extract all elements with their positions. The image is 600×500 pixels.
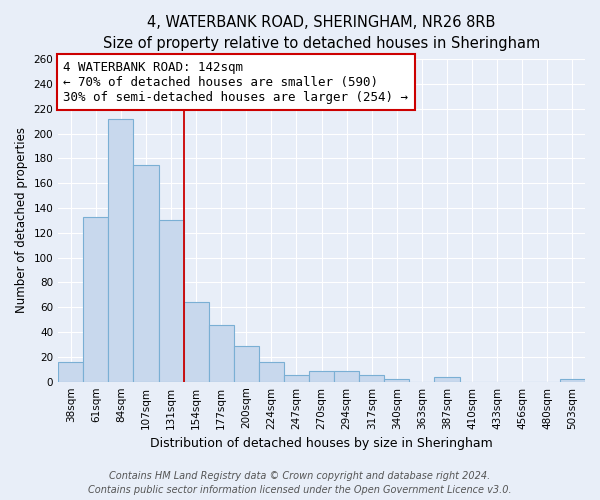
Bar (184, 302, 209, 382)
Bar (158, 220, 184, 382)
Text: 4 WATERBANK ROAD: 142sqm
← 70% of detached houses are smaller (590)
30% of semi-: 4 WATERBANK ROAD: 142sqm ← 70% of detach… (64, 60, 409, 104)
Bar (385, 379, 409, 382)
Text: Contains HM Land Registry data © Crown copyright and database right 2024.
Contai: Contains HM Land Registry data © Crown c… (88, 471, 512, 495)
Bar (359, 376, 385, 382)
Bar (560, 379, 585, 382)
Bar (334, 370, 359, 382)
Title: 4, WATERBANK ROAD, SHERINGHAM, NR26 8RB
Size of property relative to detached ho: 4, WATERBANK ROAD, SHERINGHAM, NR26 8RB … (103, 15, 540, 51)
Bar (209, 324, 234, 382)
Bar (434, 376, 460, 382)
Bar (109, 118, 133, 382)
X-axis label: Distribution of detached houses by size in Sheringham: Distribution of detached houses by size … (150, 437, 493, 450)
Bar (58, 362, 83, 382)
Bar (309, 370, 334, 382)
Y-axis label: Number of detached properties: Number of detached properties (15, 128, 28, 314)
Bar (234, 346, 259, 382)
Bar (83, 216, 109, 382)
Bar (133, 164, 158, 382)
Bar (259, 362, 284, 382)
Bar (284, 376, 309, 382)
